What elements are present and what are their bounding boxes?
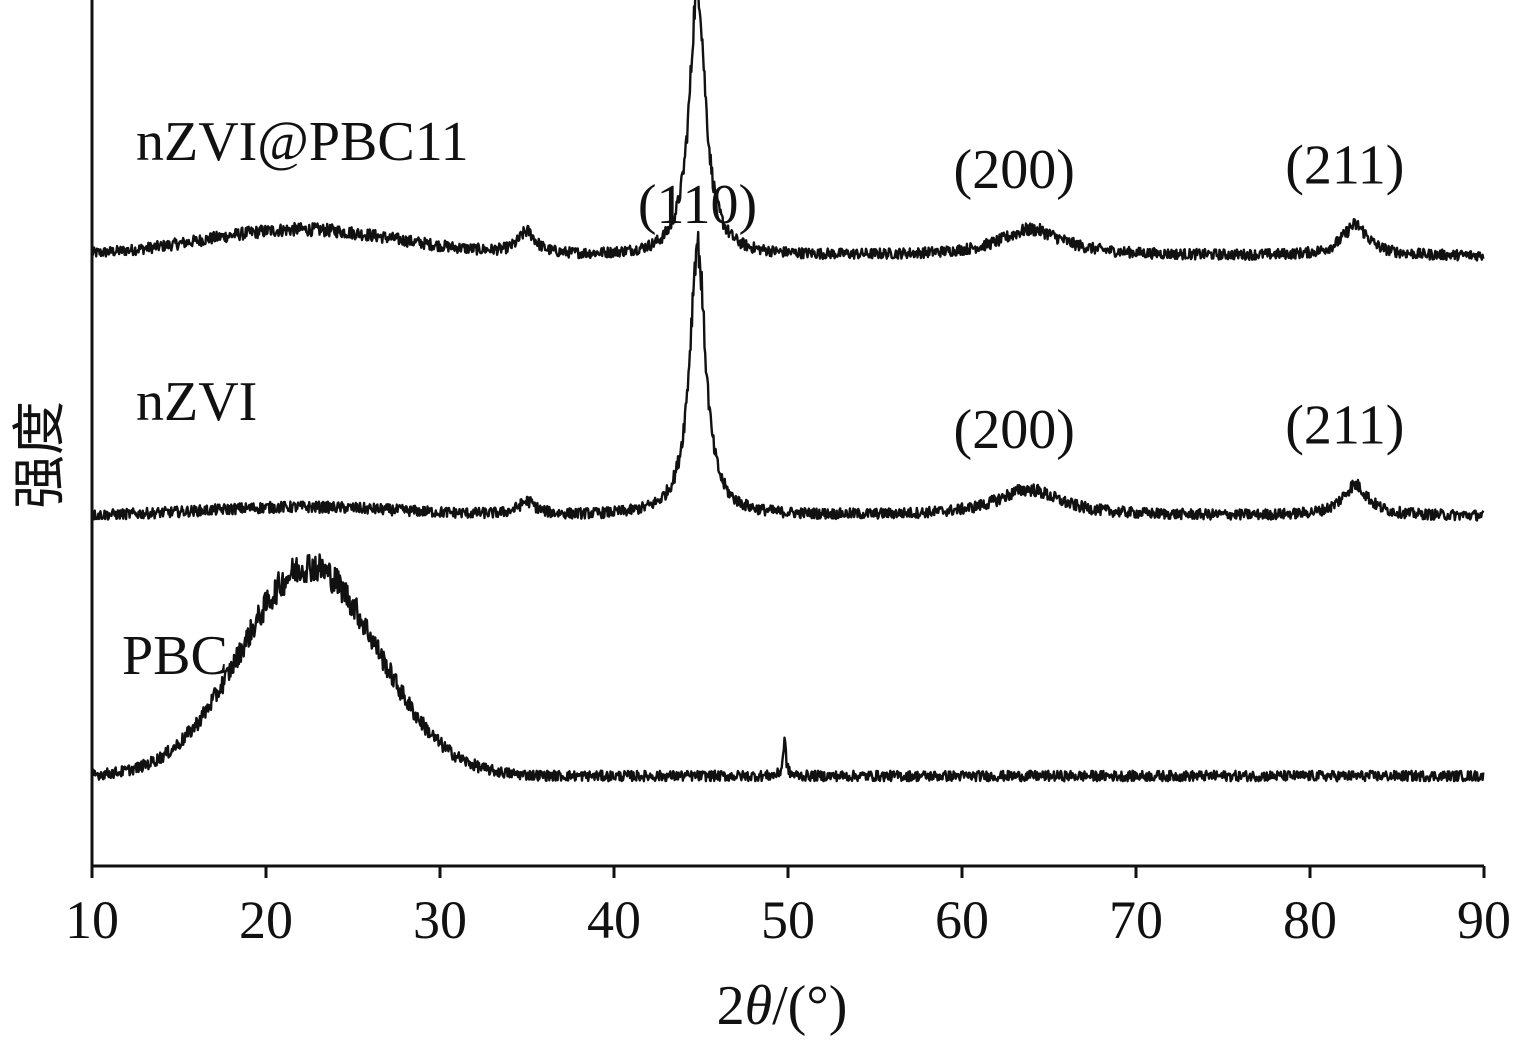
x-ticks: 10 20 30 40 50 60 70 80 90 — [65, 866, 1511, 950]
peak-label: (200) — [954, 399, 1075, 461]
labels-group: nZVI@PBC11(110)(200)(211)nZVI(110)(200)(… — [122, 111, 1404, 687]
x-axis-label: 2θ/(°) — [717, 975, 848, 1037]
x-tick-label: 20 — [239, 890, 293, 950]
series-group — [90, 0, 1485, 783]
series-name-label: nZVI — [136, 371, 257, 433]
peak-label: (200) — [954, 139, 1075, 201]
x-tick-label: 40 — [587, 890, 641, 950]
x-axis-label-prefix: 2 — [717, 975, 745, 1037]
series-line — [90, 230, 1485, 522]
x-tick-label: 80 — [1283, 890, 1337, 950]
x-axis-label-theta: θ — [745, 975, 773, 1037]
series-line — [90, 553, 1485, 783]
series-name-label: PBC — [122, 625, 228, 687]
x-axis-label-suffix: /(°) — [772, 975, 847, 1037]
x-tick-label: 70 — [1109, 890, 1163, 950]
peak-label: (211) — [1285, 134, 1404, 196]
peak-label: (211) — [1285, 394, 1404, 456]
peak-label: (110) — [638, 174, 757, 236]
x-tick-label: 60 — [935, 890, 989, 950]
y-axis-label: 强度 — [8, 401, 71, 509]
series-name-label: nZVI@PBC11 — [136, 111, 469, 173]
series-line — [90, 0, 1485, 262]
x-tick-label: 30 — [413, 890, 467, 950]
x-tick-label: 90 — [1457, 890, 1511, 950]
x-tick-label: 10 — [65, 890, 119, 950]
x-tick-label: 50 — [761, 890, 815, 950]
